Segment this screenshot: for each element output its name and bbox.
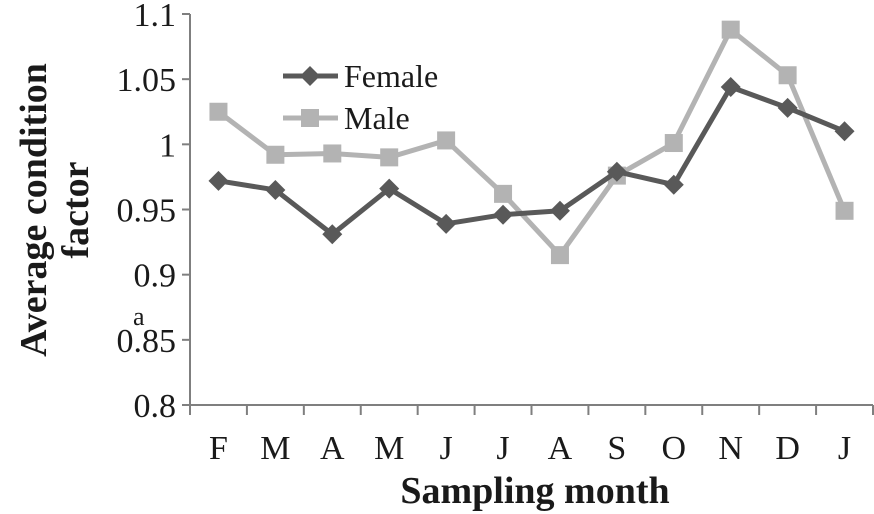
data-point-female — [265, 179, 286, 200]
x-tick-label: O — [662, 430, 687, 467]
x-tick-label: M — [260, 430, 290, 467]
x-tick-label: A — [548, 430, 573, 467]
y-tick-label: 0.9 — [134, 258, 177, 295]
data-point-male — [266, 145, 285, 164]
data-point-female — [777, 97, 798, 118]
data-point-male — [323, 144, 342, 163]
x-tick-label: A — [320, 430, 345, 467]
x-tick-label: J — [496, 430, 509, 467]
y-tick-label: 0.95 — [117, 193, 177, 230]
data-point-female — [379, 178, 400, 199]
data-point-male — [550, 246, 569, 265]
legend: Female Male — [283, 58, 438, 136]
data-point-female — [606, 161, 627, 182]
data-point-female — [493, 204, 514, 225]
y-axis-title-line2: factor — [55, 161, 97, 258]
legend-label: Female — [344, 58, 438, 94]
data-point-male — [437, 131, 456, 150]
x-tick-label: D — [775, 430, 800, 467]
legend-item-male: Male — [283, 100, 410, 136]
y-tick-label: 1 — [159, 127, 176, 164]
data-point-female — [549, 200, 570, 221]
x-tick-label: M — [374, 430, 404, 467]
x-tick-label: S — [607, 430, 626, 467]
data-point-female — [436, 213, 457, 234]
data-point-male — [778, 66, 797, 85]
series-line-female — [218, 84, 846, 237]
series — [208, 20, 855, 265]
series-female — [208, 76, 855, 245]
data-point-male — [494, 184, 513, 203]
legend-swatch-marker — [301, 109, 319, 127]
data-point-male — [380, 148, 399, 167]
data-point-female — [834, 121, 855, 142]
y-tick-label: 0.8 — [134, 388, 177, 425]
y-axis-title: Average condition factor — [13, 63, 97, 357]
data-point-female — [322, 224, 343, 245]
data-point-male — [664, 134, 683, 153]
legend-swatch-marker — [300, 66, 320, 86]
data-point-male — [835, 201, 854, 220]
data-point-female — [720, 76, 741, 97]
series-line-male — [216, 27, 847, 258]
y-tick-label: 1.1 — [134, 0, 177, 34]
x-tick-label: J — [440, 430, 453, 467]
stray-label: a — [133, 302, 145, 331]
data-point-female — [208, 170, 229, 191]
x-tick-label: F — [209, 430, 228, 467]
legend-item-female: Female — [283, 58, 438, 94]
x-tick-label: J — [838, 430, 851, 467]
x-axis-title: Sampling month — [400, 470, 669, 512]
y-tick-label: 1.05 — [117, 62, 177, 99]
series-male — [209, 20, 854, 265]
axes — [189, 14, 873, 406]
data-point-female — [663, 174, 684, 195]
y-axis-title-line1: Average condition — [13, 63, 55, 357]
legend-label: Male — [344, 100, 410, 136]
data-point-male — [209, 102, 228, 121]
y-tick-label: 0.85 — [117, 323, 177, 360]
x-tick-label: N — [718, 430, 743, 467]
data-point-male — [721, 20, 740, 39]
